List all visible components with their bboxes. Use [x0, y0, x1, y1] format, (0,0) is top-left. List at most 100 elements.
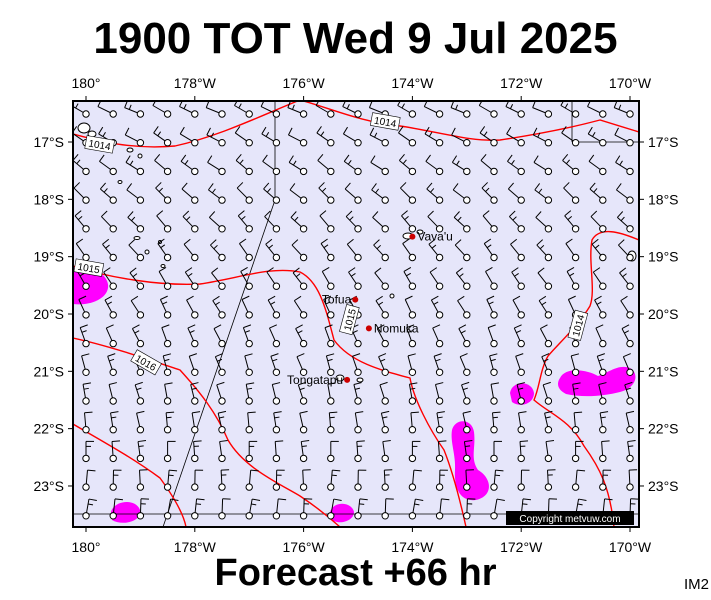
- wind-barb: [511, 267, 525, 290]
- wind-barb: [82, 382, 92, 405]
- wind-barb: [82, 498, 97, 520]
- lon-tick-label-bottom: 180°: [72, 539, 101, 555]
- lon-tick-label-top: 174°W: [391, 75, 434, 91]
- wind-barb: [510, 238, 525, 262]
- wind-barb: [299, 410, 308, 434]
- wind-barb: [591, 238, 607, 262]
- wind-barb: [288, 155, 308, 176]
- wind-barb: [127, 211, 145, 233]
- wind-barb: [490, 469, 504, 491]
- wind-barb: [186, 295, 199, 319]
- wind-barb: [297, 381, 308, 405]
- wind-barb: [532, 127, 553, 147]
- wind-barb: [590, 210, 607, 233]
- wind-barb: [589, 182, 607, 204]
- wind-barb: [539, 324, 553, 348]
- svg-text:1015: 1015: [77, 262, 101, 277]
- wind-barb: [587, 126, 607, 147]
- wind-barb: [512, 295, 525, 319]
- wind-barb: [517, 469, 530, 491]
- wind-barb: [354, 469, 367, 491]
- wind-barb: [490, 440, 502, 463]
- wind-barb: [596, 353, 607, 376]
- island: [416, 229, 424, 235]
- wind-barb: [455, 267, 471, 290]
- wind-barb: [402, 238, 417, 262]
- lat-tick-label-left: 20°S: [33, 306, 64, 322]
- island: [137, 153, 143, 159]
- isobar-label: 1015: [73, 258, 105, 277]
- isobar-line: [73, 423, 187, 527]
- wind-barb: [427, 210, 444, 233]
- wind-barb: [435, 440, 447, 463]
- wind-barb: [562, 154, 580, 176]
- lat-tick-label-left: 17°S: [33, 134, 64, 150]
- island: [77, 122, 91, 134]
- wind-barb: [210, 239, 226, 262]
- wind-barb: [327, 469, 341, 491]
- wind-barb: [163, 440, 176, 463]
- wind-barb: [78, 295, 90, 319]
- wind-barb: [370, 155, 389, 176]
- wind-barb: [245, 382, 255, 405]
- wind-barb: [426, 182, 444, 204]
- wind-barb: [459, 353, 471, 376]
- wind-barb: [435, 411, 445, 434]
- wind-barb: [136, 498, 150, 520]
- wind-barb: [408, 498, 424, 520]
- wind-barb: [538, 295, 553, 319]
- lon-tick-label-top: 170°W: [609, 75, 652, 91]
- wind-barb: [288, 127, 308, 147]
- wind-barb: [128, 239, 145, 262]
- wind-barb: [109, 440, 121, 463]
- lat-tick-label-right: 17°S: [648, 134, 679, 150]
- wind-barb: [108, 382, 117, 405]
- wind-barb: [109, 411, 119, 434]
- wind-barb: [435, 382, 444, 405]
- wind-barb: [403, 267, 417, 290]
- wind-barb: [272, 411, 282, 434]
- wind-barb: [458, 324, 471, 348]
- wind-barb: [184, 267, 199, 290]
- wind-barb: [563, 182, 580, 204]
- wind-barb: [404, 295, 417, 319]
- wind-barb: [429, 267, 444, 290]
- isobar-line: [73, 265, 467, 527]
- wind-barb: [242, 324, 253, 348]
- wind-barb: [79, 324, 90, 348]
- lon-tick-label-top: 178°W: [174, 75, 217, 91]
- wind-barb: [454, 239, 471, 262]
- wind-barb: [82, 411, 93, 434]
- wind-barb: [354, 411, 364, 434]
- wind-barb: [129, 267, 145, 290]
- wind-barb: [191, 411, 201, 434]
- wind-barb: [400, 182, 417, 204]
- wind-barb: [153, 126, 172, 147]
- wind-barb: [625, 410, 635, 434]
- lat-tick-label-left: 19°S: [33, 249, 64, 265]
- wind-barb: [102, 238, 117, 262]
- wind-barb: [162, 353, 172, 376]
- wind-barb: [483, 238, 498, 262]
- wind-barb: [507, 182, 525, 204]
- wind-barb: [401, 210, 417, 233]
- wind-barb: [621, 324, 634, 348]
- wind-barb: [571, 440, 584, 463]
- lon-tick-label-top: 176°W: [283, 75, 326, 91]
- wind-barb: [245, 469, 259, 491]
- wind-barb: [430, 295, 444, 319]
- wind-barb: [291, 239, 308, 262]
- wind-barb: [599, 440, 610, 463]
- wind-barb: [626, 469, 638, 491]
- wind-barb: [354, 498, 368, 520]
- wind-barb: [408, 469, 422, 491]
- wind-barb: [317, 154, 335, 176]
- isobar-label: 1014: [84, 135, 115, 154]
- wind-barb: [316, 126, 335, 147]
- island: [356, 377, 364, 383]
- place-label: Tongatapu: [287, 373, 343, 387]
- wind-barb: [346, 238, 362, 262]
- wind-barb: [295, 324, 308, 348]
- wind-barb: [245, 411, 256, 434]
